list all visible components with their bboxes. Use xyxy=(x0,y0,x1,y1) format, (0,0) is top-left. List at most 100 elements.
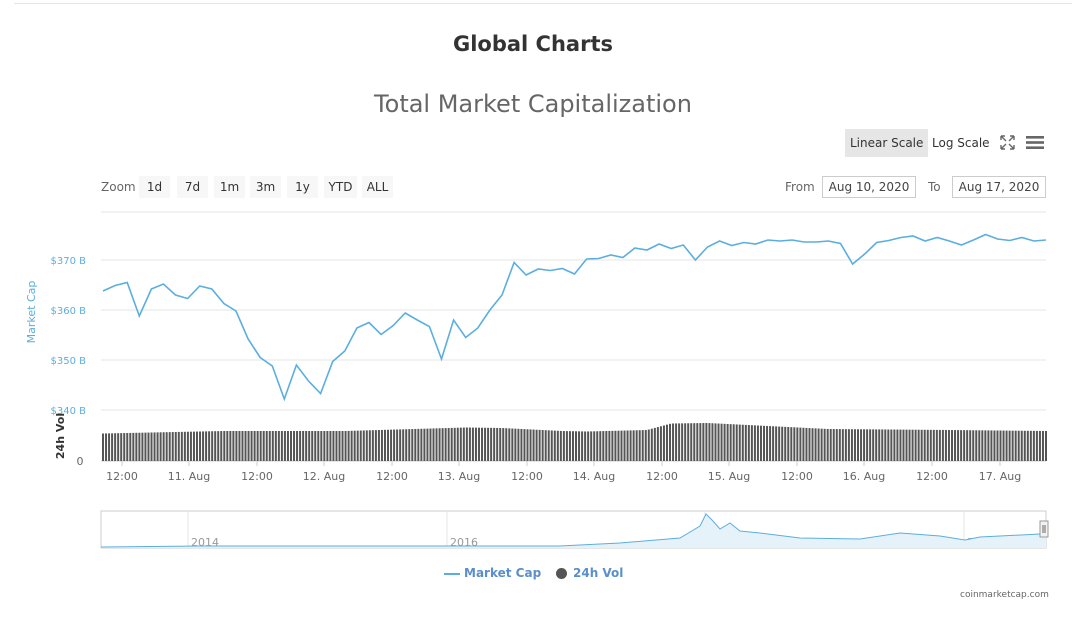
volume-bar xyxy=(635,430,638,461)
volume-bar xyxy=(314,431,317,461)
volume-bar xyxy=(183,431,186,461)
volume-bar xyxy=(326,431,329,461)
fullscreen-icon[interactable] xyxy=(999,134,1016,151)
volume-bar xyxy=(523,429,526,461)
volume-bar xyxy=(790,427,793,461)
volume-bar xyxy=(1038,430,1041,461)
volume-bar xyxy=(902,429,905,461)
volume-bar xyxy=(578,431,581,461)
volume-bar xyxy=(162,432,165,461)
volume-bar xyxy=(714,423,717,461)
volume-bar xyxy=(963,430,966,461)
volume-bar xyxy=(526,429,529,461)
volume-bar xyxy=(708,423,711,461)
volume-bar xyxy=(147,432,150,461)
zoom-button-7d[interactable]: 7d xyxy=(177,176,208,198)
x-tick-label: 12. Aug xyxy=(303,470,345,483)
x-tick-label: 11. Aug xyxy=(168,470,210,483)
zoom-button-ytd[interactable]: YTD xyxy=(324,176,357,198)
volume-bar xyxy=(887,429,890,461)
volume-bar xyxy=(793,427,796,461)
volume-bar xyxy=(1002,430,1005,461)
volume-bar xyxy=(890,429,893,461)
legend-market-cap[interactable]: Market Cap xyxy=(444,566,541,580)
volume-bar xyxy=(941,429,944,461)
volume-bar xyxy=(144,432,147,461)
volume-bar xyxy=(350,430,353,461)
volume-bar xyxy=(693,423,696,461)
volume-bar xyxy=(511,428,514,461)
volume-bar xyxy=(763,425,766,461)
volume-bar xyxy=(559,430,562,461)
volume-bar xyxy=(438,428,441,461)
volume-bar xyxy=(305,431,308,461)
volume-bar xyxy=(241,431,244,461)
volume-bar xyxy=(159,432,162,461)
credit-link[interactable]: coinmarketcap.com xyxy=(960,590,1049,600)
volume-bar xyxy=(611,430,614,461)
x-tick-label: 15. Aug xyxy=(708,470,750,483)
zoom-button-1m[interactable]: 1m xyxy=(214,176,245,198)
zoom-button-3m[interactable]: 3m xyxy=(250,176,281,198)
volume-bar xyxy=(669,423,672,461)
from-date-input[interactable]: Aug 10, 2020 xyxy=(822,176,916,198)
volume-bar xyxy=(283,431,286,461)
legend-volume[interactable]: 24h Vol xyxy=(556,566,623,580)
volume-bar xyxy=(441,428,444,461)
volume-bar xyxy=(268,431,271,461)
volume-bar xyxy=(814,428,817,461)
volume-bar xyxy=(377,430,380,461)
volume-bar xyxy=(323,431,326,461)
zoom-button-1d[interactable]: 1d xyxy=(139,176,170,198)
volume-bar xyxy=(975,430,978,461)
volume-bar xyxy=(672,423,675,461)
x-tick-label: 12:00 xyxy=(376,470,408,483)
navigator-handle[interactable] xyxy=(1039,520,1049,538)
volume-bar xyxy=(675,423,678,461)
volume-bar xyxy=(468,427,471,461)
volume-bar xyxy=(1020,430,1023,461)
volume-bar xyxy=(911,429,914,461)
volume-bar xyxy=(735,424,738,461)
linear-scale-button[interactable]: Linear Scale xyxy=(845,129,929,157)
x-tick-label: 13. Aug xyxy=(438,470,480,483)
volume-bar xyxy=(690,423,693,461)
volume-bar xyxy=(141,432,144,461)
volume-bar xyxy=(744,424,747,461)
volume-bar xyxy=(738,424,741,461)
volume-bar xyxy=(711,423,714,461)
volume-bar xyxy=(951,430,954,461)
volume-bar xyxy=(505,428,508,461)
volume-bar xyxy=(444,428,447,461)
volume-bar xyxy=(726,423,729,461)
to-date-input[interactable]: Aug 17, 2020 xyxy=(952,176,1046,198)
page-title: Global Charts xyxy=(452,32,613,56)
volume-bar xyxy=(805,427,808,461)
zoom-button-1y[interactable]: 1y xyxy=(287,176,318,198)
volume-bar xyxy=(132,432,135,461)
volume-bar xyxy=(296,431,299,461)
volume-bar xyxy=(550,430,553,461)
volume-bar xyxy=(150,432,153,461)
volume-bar xyxy=(359,430,362,461)
zoom-button-all[interactable]: ALL xyxy=(362,176,393,198)
volume-bar xyxy=(299,431,302,461)
volume-bar xyxy=(387,429,390,461)
zoom-label: Zoom xyxy=(101,180,136,194)
volume-bar xyxy=(665,424,668,461)
volume-bar xyxy=(705,423,708,461)
volume-bar xyxy=(796,427,799,461)
log-scale-button[interactable]: Log Scale xyxy=(932,136,990,150)
volume-bar xyxy=(766,425,769,461)
volume-bar xyxy=(517,428,520,461)
chart-title: Total Market Capitalization xyxy=(374,90,692,118)
navigator[interactable]: 2014201620182020 xyxy=(100,510,1049,549)
volume-bar xyxy=(990,430,993,461)
volume-bar xyxy=(923,429,926,461)
volume-bar xyxy=(926,429,929,461)
volume-bar xyxy=(872,429,875,461)
volume-bar xyxy=(781,426,784,461)
hamburger-menu-icon[interactable] xyxy=(1025,134,1045,151)
volume-bar xyxy=(969,430,972,461)
volume-bar xyxy=(262,431,265,461)
